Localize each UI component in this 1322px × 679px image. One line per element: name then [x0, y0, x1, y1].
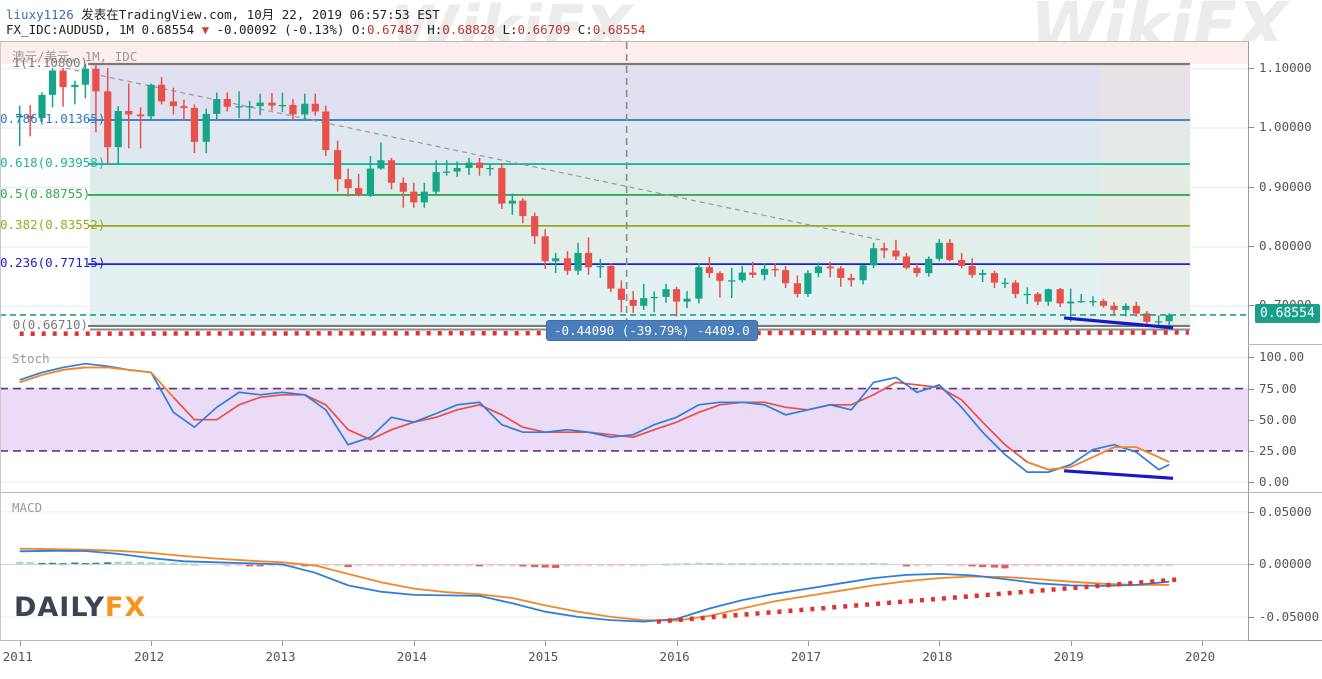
low-value: 0.66709: [517, 22, 571, 37]
axis-tick: [1249, 419, 1254, 421]
stoch-axis-tick-label: 25.00: [1259, 442, 1297, 458]
stochastic-panel[interactable]: Stoch: [0, 345, 1248, 493]
fib-level-label-0-618: 0.618(0.93958): [0, 155, 106, 171]
close-label: C:: [577, 22, 593, 37]
measurement-badge: -0.44090 (-39.79%) -4409.0: [546, 320, 758, 341]
fib-level-label-0-5: 0.5(0.88755): [0, 185, 91, 201]
axis-tick: [1249, 482, 1254, 484]
time-axis-tick-label: 2017: [790, 649, 822, 664]
stoch-axis-tick-label: 0.00: [1259, 474, 1290, 490]
axis-tick: [1249, 564, 1254, 566]
header-publish-rest: 发表在TradingView.com, 10月 22, 2019 06:57:5…: [73, 7, 440, 22]
fib-level-label-0-236: 0.236(0.77115): [0, 255, 106, 271]
price-axis-tick-label: 0.80000: [1259, 237, 1312, 253]
axis-tick: [1249, 127, 1254, 129]
open-label: O:: [351, 22, 367, 37]
axis-tick: [1249, 67, 1254, 69]
macd-panel-title: MACD: [12, 500, 43, 515]
time-axis-tick: [1070, 641, 1072, 646]
header-symbol-line: FX_IDC:AUDUSD, 1M 0.68554 ▼ -0.00092 (-0…: [6, 22, 646, 37]
axis-tick: [1249, 305, 1254, 307]
time-axis-tick-label: 2016: [659, 649, 690, 664]
stoch-panel-title: Stoch: [12, 351, 50, 366]
time-axis-tick: [939, 641, 941, 646]
axis-divider: [1248, 640, 1322, 641]
axis-tick: [1249, 388, 1254, 390]
down-arrow-icon: ▼: [201, 23, 209, 37]
macd-chart-svg: [0, 511, 1248, 624]
measurement-badge-wrap: -0.44090 (-39.79%) -4409.0: [546, 320, 758, 341]
low-label: L:: [502, 22, 518, 37]
price-panel[interactable]: 澳元/美元, 1M, IDC 1(1.10800) 0.786(1.01365) 0…: [0, 41, 1248, 346]
time-axis-tick-label: 2020: [1185, 649, 1216, 664]
axis-tick: [1249, 450, 1254, 452]
time-axis-tick-label: 2011: [2, 649, 33, 664]
stoch-axis-tick-label: 75.00: [1259, 380, 1297, 396]
time-axis-tick: [1202, 641, 1204, 646]
header-username: liuxy1126: [6, 7, 74, 22]
axis-divider: [1248, 492, 1322, 493]
price-axis-tick-label: 1.00000: [1259, 119, 1312, 135]
stoch-axis-tick-label: 50.00: [1259, 411, 1297, 427]
symbol-label: FX_IDC:AUDUSD, 1M 0.68554: [6, 22, 195, 37]
time-axis-tick: [807, 641, 809, 646]
high-label: H:: [427, 22, 443, 37]
axis-tick: [1249, 245, 1254, 247]
stochastic-chart-svg: [0, 356, 1248, 483]
time-axis[interactable]: 2011 2012 2013 2014 2015 2016 2017 2018 2019 2020: [0, 641, 1248, 679]
axis-tick: [1249, 511, 1254, 513]
axis-divider: [1248, 344, 1322, 345]
fib-level-label-0-382: 0.382(0.83552): [0, 216, 106, 232]
logo-fx: FX: [104, 592, 147, 623]
macd-axis-tick-label: 0.00000: [1259, 556, 1312, 572]
left-rule: [0, 41, 1, 641]
stoch-axis-tick-label: 100.00: [1259, 349, 1305, 365]
axis-tick: [1249, 186, 1254, 188]
fib-level-label-0-786: 0.786(1.01365): [0, 111, 106, 127]
price-axis-column[interactable]: 1.100001.000000.900000.800000.70000100.0…: [1248, 41, 1322, 641]
time-axis-tick: [19, 641, 21, 646]
macd-panel[interactable]: MACD: [0, 493, 1248, 641]
time-axis-tick-label: 2012: [134, 649, 165, 664]
time-axis-tick: [545, 641, 547, 646]
logo-daily: DAILY: [14, 592, 105, 623]
close-value: 0.68554: [592, 22, 646, 37]
price-axis-tick-label: 1.10000: [1259, 59, 1312, 75]
time-axis-tick-label: 2014: [396, 649, 427, 664]
price-axis-tick-label: 0.90000: [1259, 178, 1312, 194]
fib-level-label-1: 1(1.10800): [12, 54, 88, 70]
fib-level-label-0: 0(0.66710): [12, 316, 88, 332]
time-axis-tick-label: 2019: [1053, 649, 1084, 664]
time-axis-tick: [413, 641, 415, 646]
time-axis-tick-label: 2018: [922, 649, 953, 664]
change-value: -0.00092 (-0.13%): [216, 22, 345, 37]
current-price-tag[interactable]: 0.68554: [1255, 303, 1320, 323]
high-value: 0.68828: [442, 22, 495, 37]
chart-header: liuxy1126 发表在TradingView.com, 10月 22, 20…: [0, 0, 1322, 41]
price-panel-title: 澳元/美元, 1M, IDC: [12, 49, 138, 64]
time-axis-tick-label: 2013: [265, 649, 296, 664]
open-value: 0.67487: [366, 22, 420, 37]
time-axis-tick: [151, 641, 153, 646]
header-publish-line: liuxy1126 发表在TradingView.com, 10月 22, 20…: [6, 4, 440, 23]
macd-axis-tick-label: 0.05000: [1259, 503, 1312, 519]
price-chart-svg: [0, 42, 1248, 336]
time-axis-tick: [676, 641, 678, 646]
time-axis-tick: [282, 641, 284, 646]
time-axis-tick-label: 2015: [528, 649, 559, 664]
axis-tick: [1249, 616, 1254, 618]
axis-tick: [1249, 357, 1254, 359]
dailyfx-logo: DAILYFX: [14, 592, 146, 623]
macd-axis-tick-label: -0.05000: [1259, 608, 1320, 624]
